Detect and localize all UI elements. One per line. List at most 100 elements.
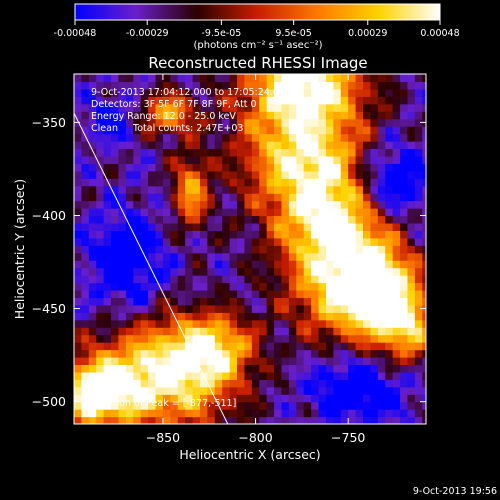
heatmap-cell	[192, 394, 201, 403]
heatmap-cell	[207, 215, 216, 224]
heatmap-cell	[74, 185, 83, 194]
heatmap-cell	[251, 193, 260, 202]
heatmap-cell	[288, 342, 297, 351]
heatmap-cell	[274, 364, 283, 373]
heatmap-cell	[355, 312, 364, 321]
heatmap-cell	[125, 364, 134, 373]
heatmap-cell	[170, 282, 179, 291]
heatmap-cell	[340, 96, 349, 105]
heatmap-cell	[340, 155, 349, 164]
heatmap-cell	[377, 178, 386, 187]
heatmap-cell	[288, 334, 297, 343]
heatmap-cell	[251, 208, 260, 217]
heatmap-cell	[303, 141, 312, 150]
heatmap-cell	[392, 170, 401, 179]
heatmap-cell	[348, 245, 357, 254]
heatmap-cell	[377, 386, 386, 395]
heatmap-cell	[296, 185, 305, 194]
heatmap-cell	[400, 118, 409, 127]
heatmap-cell	[422, 111, 426, 120]
heatmap-cell	[192, 126, 201, 135]
heatmap-cell	[155, 356, 164, 366]
heatmap-cell	[229, 155, 238, 164]
heatmap-cell	[333, 356, 342, 366]
heatmap-cell	[162, 170, 171, 179]
heatmap-cell	[125, 379, 134, 388]
heatmap-cell	[363, 394, 372, 403]
heatmap-cell	[155, 327, 164, 336]
heatmap-cell	[192, 185, 201, 194]
heatmap-cell	[288, 96, 297, 105]
heatmap-cell	[363, 319, 372, 328]
heatmap-cell	[81, 141, 90, 150]
heatmap-cell	[377, 148, 386, 157]
heatmap-cell	[207, 111, 216, 120]
heatmap-cell	[281, 275, 290, 284]
heatmap-cell	[422, 319, 426, 328]
heatmap-cell	[140, 312, 149, 321]
heatmap-cell	[88, 342, 97, 351]
heatmap-cell	[311, 349, 320, 358]
heatmap-cell	[311, 282, 320, 291]
heatmap-cell	[377, 200, 386, 209]
heatmap-cell	[303, 215, 312, 224]
heatmap-cell	[148, 81, 157, 90]
heatmap-cell	[229, 356, 238, 366]
heatmap-cell	[251, 409, 260, 418]
heatmap-cell	[407, 379, 416, 388]
heatmap-cell	[74, 312, 83, 321]
heatmap-cell	[274, 275, 283, 284]
heatmap-cell	[207, 342, 216, 351]
heatmap-cell	[140, 401, 149, 410]
heatmap-cell	[222, 81, 231, 90]
heatmap-cell	[355, 230, 364, 239]
heatmap-cell	[81, 215, 90, 224]
heatmap-cell	[125, 349, 134, 358]
heatmap-cell	[296, 386, 305, 395]
heatmap-cell	[133, 230, 142, 239]
heatmap-cell	[133, 260, 142, 269]
heatmap-cell	[185, 170, 194, 179]
heatmap-cell	[133, 185, 142, 194]
heatmap-cell	[88, 349, 97, 358]
heatmap-cell	[392, 155, 401, 164]
heatmap-cell	[333, 178, 342, 187]
heatmap-cell	[274, 200, 283, 209]
heatmap-cell	[281, 342, 290, 351]
heatmap-cell	[111, 230, 120, 239]
heatmap-cell	[74, 349, 83, 358]
heatmap-cell	[288, 409, 297, 418]
heatmap-cell	[392, 237, 401, 246]
heatmap-cell	[192, 275, 201, 284]
heatmap-cell	[170, 170, 179, 179]
heatmap-cell	[140, 260, 149, 269]
heatmap-cell	[318, 155, 327, 164]
heatmap-cell	[370, 409, 379, 418]
heatmap-cell	[148, 103, 157, 112]
heatmap-cell	[177, 260, 186, 269]
heatmap-cell	[281, 312, 290, 321]
heatmap-cell	[214, 148, 223, 157]
heatmap-cell	[340, 163, 349, 172]
heatmap-cell	[229, 349, 238, 358]
heatmap-cell	[155, 163, 164, 172]
heatmap-cell	[392, 379, 401, 388]
heatmap-cell	[414, 371, 423, 380]
heatmap-cell	[251, 386, 260, 395]
heatmap-cell	[125, 356, 134, 366]
heatmap-cell	[363, 155, 372, 164]
heatmap-cell	[177, 215, 186, 224]
heatmap-cell	[207, 312, 216, 321]
heatmap-cell	[266, 193, 275, 202]
heatmap-cell	[370, 349, 379, 358]
heatmap-cell	[125, 126, 134, 135]
heatmap-cell	[207, 170, 216, 179]
heatmap-cell	[318, 401, 327, 410]
heatmap-cell	[185, 304, 194, 313]
heatmap-cell	[88, 193, 97, 202]
heatmap-cell	[133, 118, 142, 127]
heatmap-cell	[214, 170, 223, 179]
heatmap-cell	[214, 282, 223, 291]
heatmap-cell	[170, 155, 179, 164]
heatmap-cell	[325, 371, 334, 380]
